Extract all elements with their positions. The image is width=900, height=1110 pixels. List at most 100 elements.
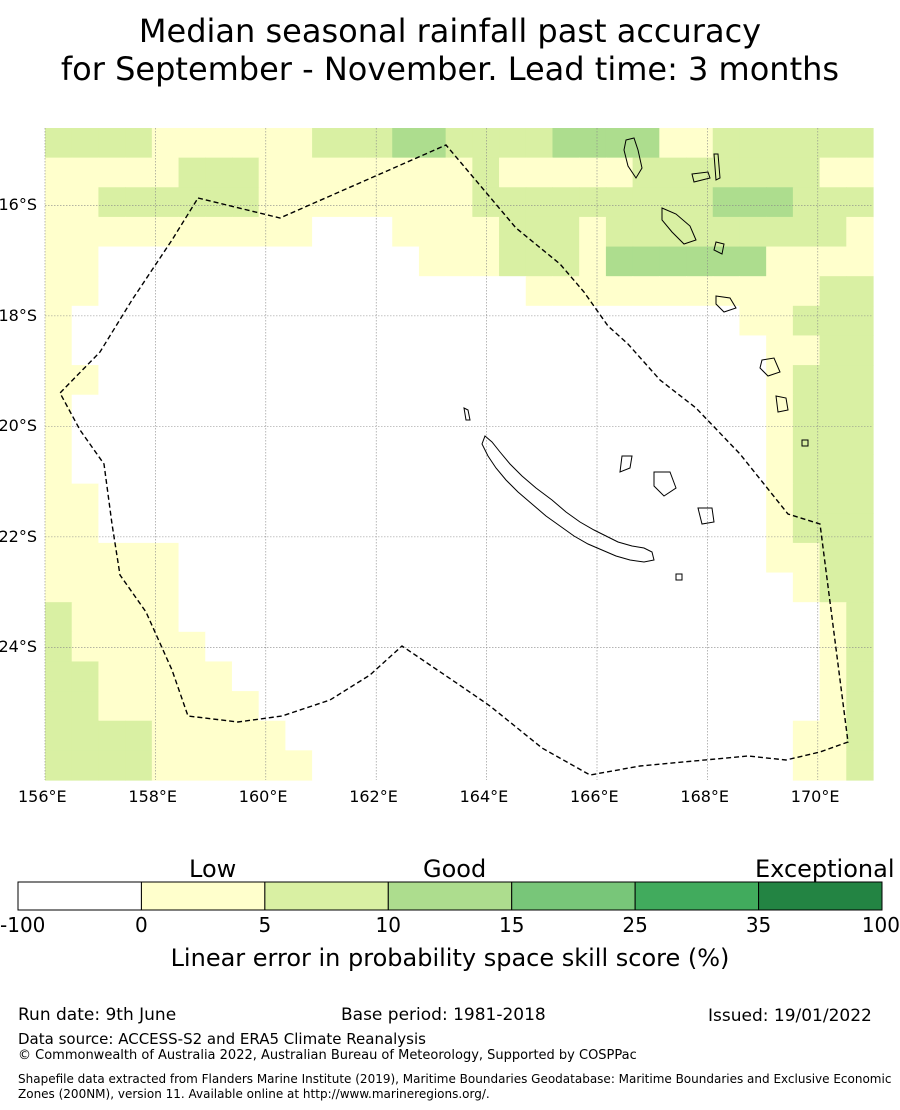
grid-cell xyxy=(659,661,687,692)
loyalty-island-ouvea xyxy=(619,455,633,473)
grid-cell xyxy=(258,157,286,188)
grid-cell xyxy=(712,394,741,425)
grid-cell xyxy=(125,394,153,425)
grid-cell xyxy=(686,424,714,455)
grid-cell xyxy=(766,335,794,366)
grid-cell xyxy=(285,128,313,159)
grid-cell xyxy=(605,365,634,396)
grid-cell xyxy=(125,691,153,722)
grid-cell xyxy=(846,513,874,544)
grid-cell xyxy=(231,454,260,485)
grid-cell xyxy=(205,691,233,722)
grid-cell xyxy=(418,513,447,544)
grid-cell xyxy=(205,572,233,603)
grid-cell xyxy=(472,691,500,722)
grid-cell xyxy=(445,483,473,514)
grid-cell xyxy=(231,750,260,781)
grid-cell xyxy=(525,454,554,485)
grid-cell xyxy=(231,335,260,366)
grid-cell xyxy=(472,157,500,188)
islands xyxy=(463,137,809,581)
grid-cell xyxy=(178,394,206,425)
grid-cell xyxy=(632,246,660,277)
grid-cell xyxy=(552,157,580,188)
grid-cell xyxy=(151,483,180,514)
grid-cell xyxy=(45,276,73,307)
grid-cell xyxy=(205,157,233,188)
colorbar-segment xyxy=(264,881,389,911)
grid-cell xyxy=(285,335,313,366)
grid-cell xyxy=(846,720,874,751)
grid-cell xyxy=(552,276,580,307)
grid-cell xyxy=(846,572,874,603)
grid-cell xyxy=(365,128,393,159)
grid-cell xyxy=(819,513,847,544)
grid-cell xyxy=(579,216,607,248)
grid-cell xyxy=(579,542,607,574)
copyright: © Commonwealth of Australia 2022, Austra… xyxy=(18,1048,637,1063)
grid-cell xyxy=(739,424,767,455)
grid-cell xyxy=(365,246,393,277)
grid-cell xyxy=(312,276,340,307)
grid-cell xyxy=(392,157,420,188)
grid-cell xyxy=(739,187,767,218)
grid-cell xyxy=(445,305,473,337)
grid-cell xyxy=(418,365,447,396)
grid-cell xyxy=(579,305,607,337)
grid-cell xyxy=(151,631,180,663)
grid-cell xyxy=(659,483,687,514)
grid-cell xyxy=(766,246,794,277)
grid-cell xyxy=(312,720,340,751)
grid-cell xyxy=(792,454,821,485)
grid-cell xyxy=(45,305,73,337)
grid-cell xyxy=(766,513,794,544)
grid-cell xyxy=(659,542,687,574)
grid-cell xyxy=(98,542,126,574)
grid-cell xyxy=(285,691,313,722)
grid-cell xyxy=(819,661,847,692)
grid-cell xyxy=(418,335,447,366)
grid-cell xyxy=(499,365,527,396)
grid-cell xyxy=(712,335,741,366)
grid-cell xyxy=(178,602,206,633)
grid-cell xyxy=(365,424,393,455)
grid-cell xyxy=(632,276,660,307)
grid-cell xyxy=(605,720,634,751)
grid-cell xyxy=(98,187,126,218)
grid-cell xyxy=(98,157,126,188)
grid-cell xyxy=(45,246,73,277)
grid-cell xyxy=(792,661,821,692)
grid-cell xyxy=(632,602,660,633)
grid-cell xyxy=(766,187,794,218)
colorbar-segment xyxy=(387,881,513,911)
grid-cell xyxy=(258,602,286,633)
grid-cell xyxy=(285,394,313,425)
colorbar-tick-label: 10 xyxy=(375,913,402,937)
grid-cell xyxy=(178,128,206,159)
grid-cell xyxy=(686,661,714,692)
grid-cell xyxy=(418,750,447,781)
grid-cell xyxy=(712,157,741,188)
grid-cell xyxy=(579,335,607,366)
grid-cell xyxy=(819,572,847,603)
grid-cell xyxy=(98,365,126,396)
vanuatu-island-espiritu-santo xyxy=(623,137,643,179)
grid-cell xyxy=(605,483,634,514)
grid-cell xyxy=(151,246,180,277)
grid-cell xyxy=(686,216,714,248)
grid-cell xyxy=(499,691,527,722)
grid-cell xyxy=(258,750,286,781)
grid-cell xyxy=(258,276,286,307)
grid-cell xyxy=(392,483,420,514)
grid-cell xyxy=(418,631,447,663)
grid-cell xyxy=(445,216,473,248)
grid-cell xyxy=(125,631,153,663)
grid-cell xyxy=(792,187,821,218)
grid-cell xyxy=(151,720,180,751)
grid-cell xyxy=(205,335,233,366)
grid-cell xyxy=(846,483,874,514)
grid-cell xyxy=(98,602,126,633)
grid-cell xyxy=(525,187,554,218)
grid-cell xyxy=(712,454,741,485)
grid-cell xyxy=(472,128,500,159)
